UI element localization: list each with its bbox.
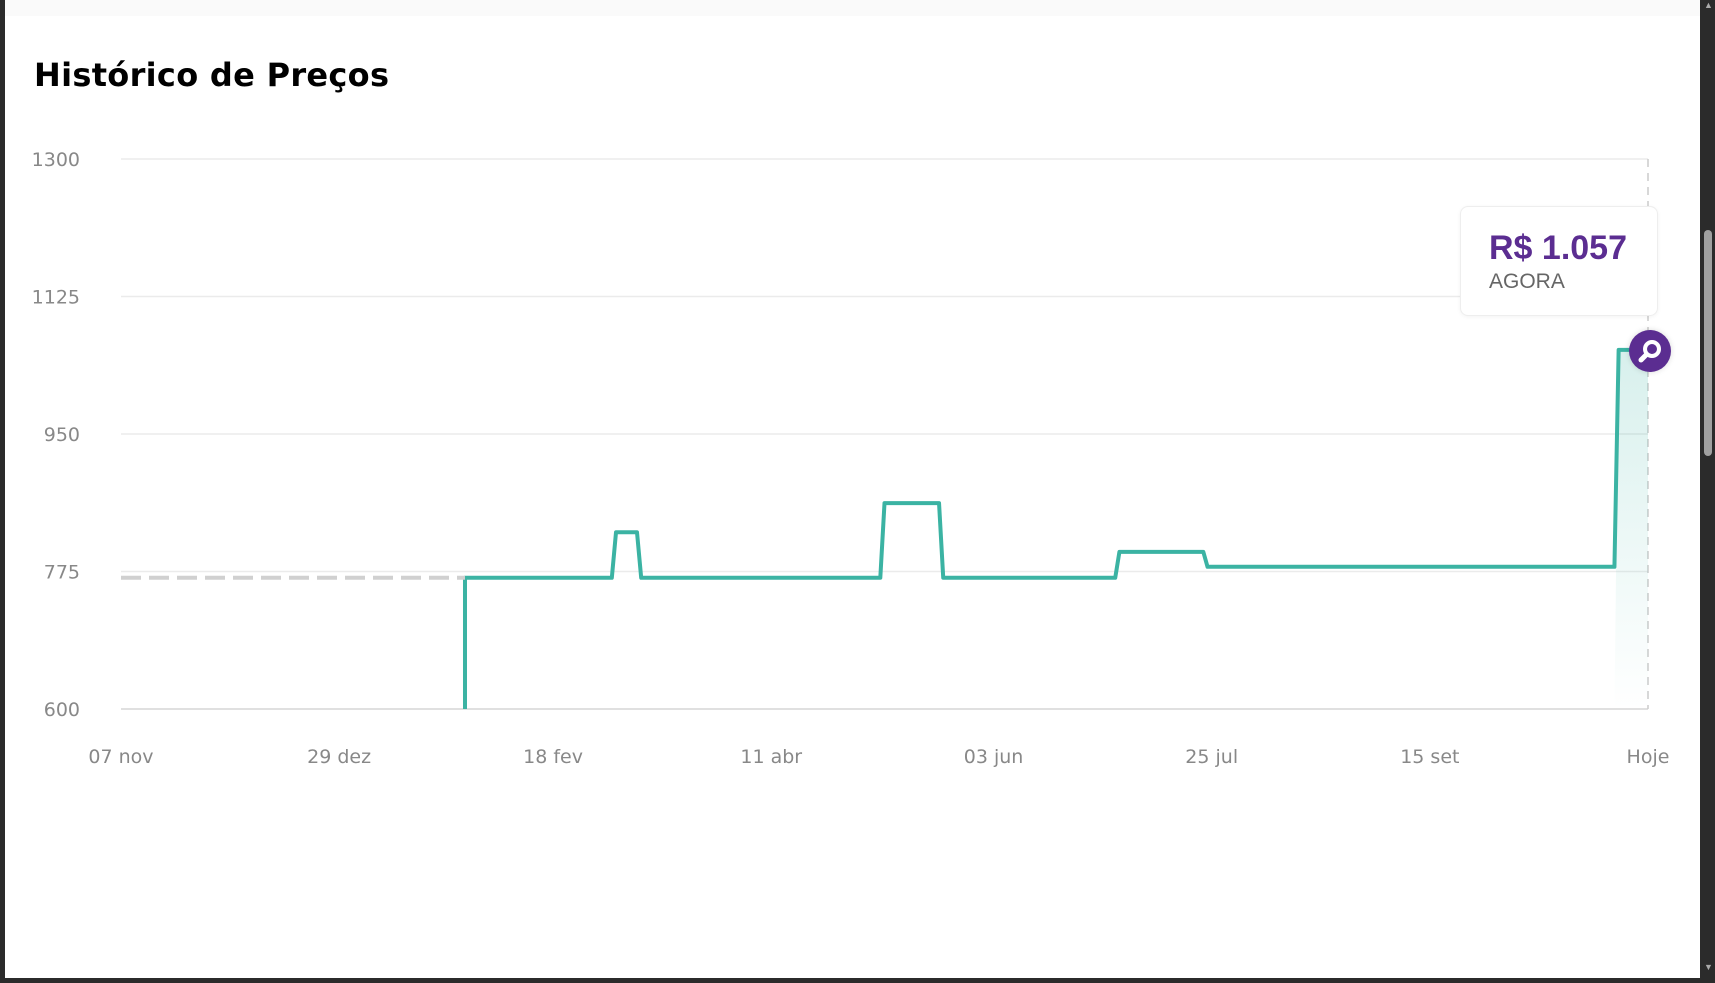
y-tick-label: 775: [44, 562, 80, 584]
y-tick-label: 1125: [32, 287, 80, 309]
price-series-line: [462, 347, 1648, 709]
current-price-area: [1614, 349, 1648, 709]
x-tick-label: 18 fev: [523, 746, 583, 768]
x-tick-label: 11 abr: [740, 746, 802, 768]
tooltip-label: AGORA: [1489, 270, 1565, 293]
x-tick-label: 07 nov: [88, 746, 153, 768]
x-tick-label: 03 jun: [964, 746, 1024, 768]
scroll-down-icon[interactable]: ▼: [1704, 962, 1713, 972]
current-price-marker[interactable]: [1629, 330, 1671, 372]
x-tick-label: 15 set: [1400, 746, 1459, 768]
tooltip-price: R$ 1.057: [1489, 229, 1627, 267]
search-icon: [1638, 340, 1661, 363]
top-strip: [5, 0, 1700, 16]
page-title: Histórico de Preços: [34, 56, 390, 94]
x-tick-label: 25 jul: [1185, 746, 1238, 768]
x-tick-label: Hoje: [1627, 746, 1670, 768]
price-history-panel: Histórico de Preços: [5, 0, 1700, 978]
scroll-up-icon[interactable]: ▲: [1704, 0, 1713, 10]
y-tick-label: 1300: [32, 149, 80, 171]
y-tick-label: 950: [44, 424, 80, 446]
x-tick-label: 29 dez: [307, 746, 371, 768]
scrollbar-thumb[interactable]: [1704, 230, 1712, 456]
y-tick-label: 600: [44, 699, 80, 721]
price-tooltip: R$ 1.057 AGORA: [1460, 206, 1658, 316]
scrollbar[interactable]: ▲ ▼: [1701, 0, 1715, 983]
